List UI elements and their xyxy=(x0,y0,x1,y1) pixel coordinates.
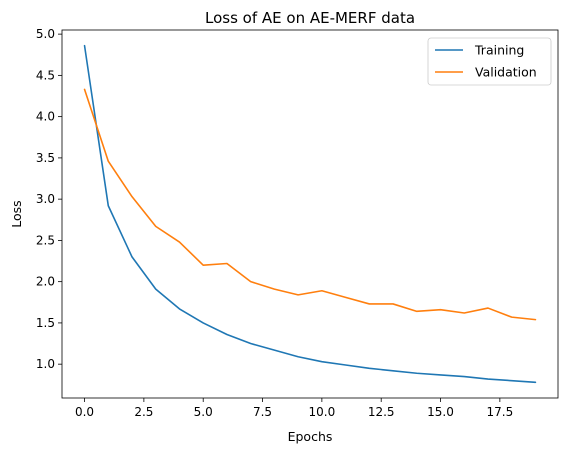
plot-area: 0.0 2.5 5.0 7.5 10.0 12.5 15.0 17.5 1.0 1.5 2.0 2.… xyxy=(36,27,559,419)
x-tick-label: 2.5 xyxy=(134,405,153,419)
x-axis-title: Epochs xyxy=(288,429,333,444)
y-tick-label: 1.0 xyxy=(36,357,55,371)
y-tick-label: 1.5 xyxy=(36,316,55,330)
plot-frame xyxy=(61,29,559,399)
x-tick-label: 15.0 xyxy=(427,405,454,419)
legend: Training Validation xyxy=(427,37,552,86)
chart-title: Loss of AE on AE-MERF data xyxy=(205,9,415,27)
series-line-validation xyxy=(83,88,537,321)
x-tick-label: 10.0 xyxy=(309,405,336,419)
y-tick-label: 3.0 xyxy=(36,192,55,206)
y-tick-label: 2.5 xyxy=(36,233,55,247)
y-tick-label: 2.0 xyxy=(36,275,55,289)
y-tick-label: 3.5 xyxy=(36,151,55,165)
legend-label-validation: Validation xyxy=(475,65,537,80)
x-axis: 0.0 2.5 5.0 7.5 10.0 12.5 15.0 17.5 xyxy=(75,398,513,419)
x-tick-label: 7.5 xyxy=(253,405,272,419)
x-tick-label: 17.5 xyxy=(486,405,513,419)
y-tick-label: 4.0 xyxy=(36,110,55,124)
series-layer xyxy=(83,44,537,384)
y-axis: 1.0 1.5 2.0 2.5 3.0 3.5 4.0 4.5 5.0 xyxy=(36,27,62,371)
x-tick-label: 5.0 xyxy=(194,405,213,419)
x-tick-label: 0.0 xyxy=(75,405,94,419)
y-tick-label: 4.5 xyxy=(36,68,55,82)
x-tick-label: 12.5 xyxy=(368,405,395,419)
y-tick-label: 5.0 xyxy=(36,27,55,41)
legend-label-training: Training xyxy=(474,43,524,58)
series-line-training xyxy=(83,44,537,384)
y-axis-title: Loss xyxy=(9,200,24,227)
